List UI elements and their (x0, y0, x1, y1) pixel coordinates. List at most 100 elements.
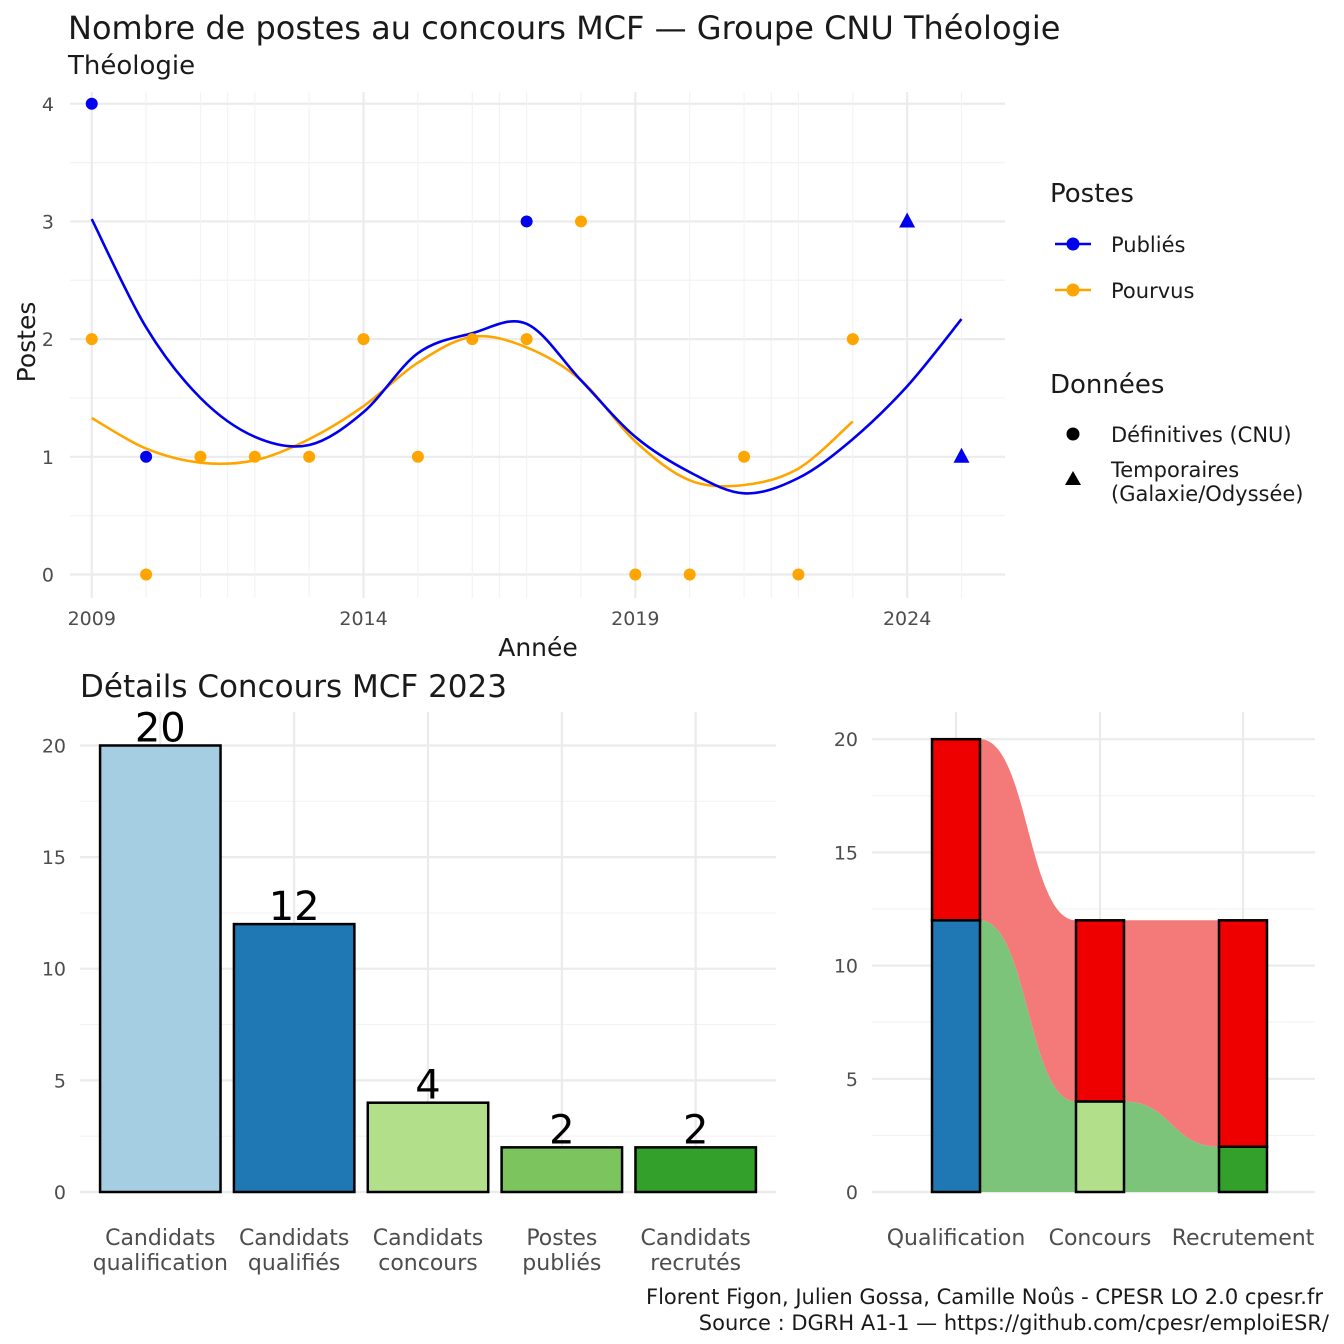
bar-value-label: 12 (269, 884, 320, 930)
postes-chart: 0 1 2 3 4 2009 2014 2019 2024 Nombre de postes … (12, 9, 1304, 662)
category-label: recrutés (650, 1251, 741, 1276)
postes-points (85, 97, 970, 581)
bar (500, 1146, 624, 1194)
caption-source: Source : DGRH A1-1 — https://github.com/… (699, 1311, 1330, 1335)
bar (232, 922, 356, 1194)
y-tick-label: 10 (42, 959, 66, 981)
caption-authors: Florent Figon, Julien Gossa, Camille Noû… (646, 1285, 1323, 1309)
postes-chart-grid (70, 92, 1005, 598)
category-label: Qualification (887, 1226, 1026, 1251)
bars (98, 744, 758, 1194)
category-label: qualification (93, 1251, 228, 1276)
legend-item-temporaires: Temporaires (Galaxie/Odyssée) (1065, 458, 1304, 506)
point-pourvus (738, 450, 751, 463)
y-tick-label: 15 (42, 847, 66, 869)
legend-title-postes: Postes (1050, 179, 1134, 209)
alluvial-y-ticks: 0 5 10 15 20 (834, 729, 858, 1204)
y-tick-label: 0 (846, 1182, 858, 1204)
category-label: Candidats (105, 1226, 215, 1251)
y-tick-label: 0 (42, 564, 54, 586)
point-triangle-publies (899, 212, 916, 228)
alluvial-chart: 0 5 10 15 20 Qualification Concours Recrutemen… (834, 712, 1315, 1251)
bar-value-label: 20 (135, 705, 186, 751)
legend-key-point (1066, 237, 1080, 251)
bar-value-labels: 20 12 4 2 2 (135, 705, 709, 1153)
flow-recruited (980, 920, 1219, 1192)
category-label: Recrutement (1172, 1226, 1315, 1251)
chart-subtitle: Théologie (67, 51, 195, 81)
y-tick-label: 5 (846, 1069, 858, 1091)
category-label: publiés (522, 1251, 601, 1276)
bar-chart-title: Détails Concours MCF 2023 (80, 669, 507, 705)
postes-x-ticks: 2009 2014 2019 2024 (68, 608, 932, 630)
point-pourvus (846, 333, 859, 346)
bar-y-ticks: 0 5 10 15 20 (42, 735, 66, 1204)
category-label: Postes (526, 1226, 597, 1251)
point-publies (140, 450, 153, 463)
stack-bottom (930, 919, 982, 1194)
smooth-line-publies (90, 218, 963, 495)
y-tick-label: 1 (42, 447, 54, 469)
bar-value-label: 2 (549, 1107, 574, 1153)
legend-label-pourvus: Pourvus (1111, 279, 1194, 303)
legend-color-entries: Publiés Pourvus (1055, 233, 1194, 303)
x-tick-label: 2024 (883, 608, 931, 630)
category-label: Candidats (239, 1226, 349, 1251)
point-pourvus (140, 568, 153, 581)
bar-category-labels: CandidatsqualificationCandidatsqualifiés… (93, 1226, 751, 1276)
smooth-line-pourvus (91, 334, 854, 488)
alluvial-stacks (930, 737, 1269, 1194)
y-tick-label: 20 (834, 729, 858, 751)
category-label: qualifiés (248, 1251, 340, 1276)
point-pourvus (411, 450, 424, 463)
bar (98, 744, 222, 1194)
y-tick-label: 2 (42, 329, 54, 351)
point-publies (520, 215, 533, 228)
point-publies (85, 97, 98, 110)
y-tick-label: 3 (42, 211, 54, 233)
concours-bar-chart: Détails Concours MCF 2023 0 5 10 15 20 20 12 4… (42, 669, 776, 1276)
legend: Postes Publiés Pourvus Données Définitive… (1050, 179, 1304, 506)
point-pourvus (85, 333, 98, 346)
stack-top (930, 737, 982, 922)
legend-item-definitives: Définitives (CNU) (1066, 423, 1292, 447)
category-label: concours (378, 1251, 478, 1276)
legend-label-publies: Publiés (1111, 233, 1185, 257)
bar (634, 1146, 758, 1194)
point-pourvus (629, 568, 642, 581)
legend-key-point (1066, 283, 1080, 297)
point-pourvus (466, 333, 479, 346)
category-label: Candidats (640, 1226, 750, 1251)
point-pourvus (792, 568, 805, 581)
x-tick-label: 2019 (611, 608, 659, 630)
stack-top (1074, 919, 1126, 1103)
bar-value-label: 4 (415, 1063, 440, 1109)
legend-label-temporaires-1: Temporaires (1110, 458, 1239, 482)
category-label: Concours (1049, 1226, 1152, 1251)
x-tick-label: 2009 (68, 608, 116, 630)
bar-value-label: 2 (683, 1107, 708, 1153)
y-tick-label: 4 (42, 94, 54, 116)
legend-triangle-key (1065, 471, 1081, 485)
y-tick-label: 0 (54, 1182, 66, 1204)
legend-circle-key (1066, 427, 1080, 441)
y-tick-label: 10 (834, 956, 858, 978)
legend-title-donnees: Données (1050, 370, 1164, 400)
y-tick-label: 5 (54, 1070, 66, 1092)
chart-title: Nombre de postes au concours MCF — Group… (68, 9, 1060, 47)
alluvial-category-labels: Qualification Concours Recrutement (887, 1226, 1315, 1251)
point-pourvus (683, 568, 696, 581)
point-pourvus (194, 450, 207, 463)
x-tick-label: 2014 (339, 608, 387, 630)
point-pourvus (248, 450, 261, 463)
y-tick-label: 20 (42, 735, 66, 757)
legend-label-temporaires-2: (Galaxie/Odyssée) (1111, 482, 1304, 506)
stack-bottom (1074, 1100, 1126, 1194)
stack-bottom (1217, 1145, 1269, 1194)
point-pourvus (303, 450, 316, 463)
bar (366, 1101, 490, 1194)
y-tick-label: 15 (834, 842, 858, 864)
x-axis-title: Année (498, 633, 578, 662)
category-label: Candidats (373, 1226, 483, 1251)
